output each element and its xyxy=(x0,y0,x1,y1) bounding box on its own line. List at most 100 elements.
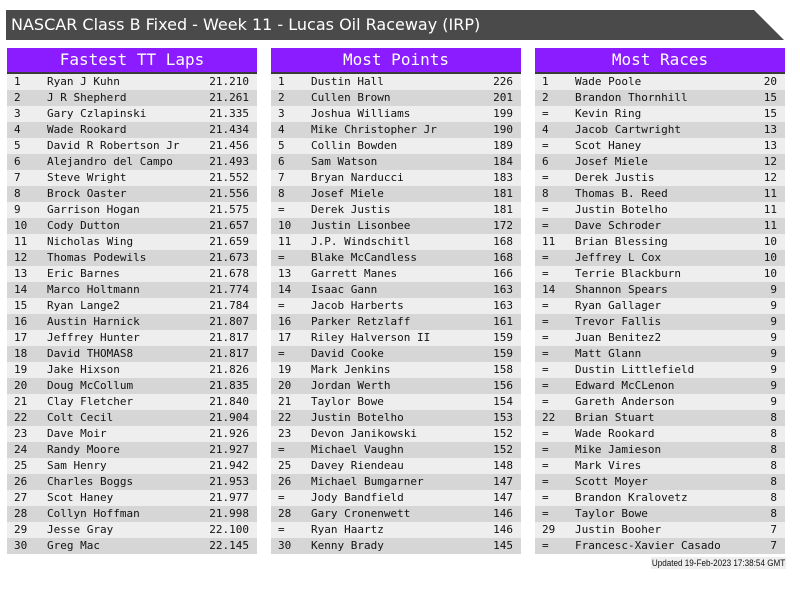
value-cell: 147 xyxy=(493,475,513,488)
rank-cell: = xyxy=(542,219,549,232)
value-cell: 152 xyxy=(493,443,513,456)
rank-cell: 4 xyxy=(278,123,285,136)
table-row: 20 Doug McCollum 21.835 xyxy=(7,378,257,394)
rank-cell: = xyxy=(278,491,285,504)
table-row: 8 Thomas B. Reed 11 xyxy=(535,186,785,202)
name-cell: Eric Barnes xyxy=(47,267,120,280)
rank-cell: = xyxy=(542,299,549,312)
name-cell: Michael Bumgarner xyxy=(311,475,424,488)
rank-cell: 2 xyxy=(542,91,549,104)
name-cell: Wade Rookard xyxy=(47,123,127,136)
table-row: = Derek Justis 181 xyxy=(271,202,521,218)
rank-cell: 7 xyxy=(278,171,285,184)
rank-cell: 6 xyxy=(278,155,285,168)
rank-cell: 7 xyxy=(14,171,21,184)
name-cell: Collin Bowden xyxy=(311,139,398,152)
name-cell: Riley Halverson II xyxy=(311,331,431,344)
rank-cell: 28 xyxy=(278,507,292,520)
value-cell: 181 xyxy=(493,187,513,200)
name-cell: Jacob Cartwright xyxy=(575,123,681,136)
value-cell: 189 xyxy=(493,139,513,152)
value-cell: 168 xyxy=(493,251,513,264)
table-row: 5 Collin Bowden 189 xyxy=(271,138,521,154)
table-row: 26 Charles Boggs 21.953 xyxy=(7,474,257,490)
table-heading: Fastest TT Laps xyxy=(7,48,257,74)
rank-cell: 12 xyxy=(14,251,28,264)
rank-cell: 10 xyxy=(278,219,292,232)
value-cell: 8 xyxy=(770,443,777,456)
name-cell: Francesc-Xavier Casado xyxy=(575,539,721,552)
value-cell: 166 xyxy=(493,267,513,280)
rank-cell: = xyxy=(542,443,549,456)
table-row: = Matt Glann 9 xyxy=(535,346,785,362)
name-cell: Cullen Brown xyxy=(311,91,391,104)
value-cell: 21.673 xyxy=(209,251,249,264)
table-row: 15 Ryan Lange2 21.784 xyxy=(7,298,257,314)
table-row: 10 Cody Dutton 21.657 xyxy=(7,218,257,234)
rank-cell: 11 xyxy=(278,235,292,248)
table-row: 2 Brandon Thornhill 15 xyxy=(535,90,785,106)
table-row: 30 Greg Mac 22.145 xyxy=(7,538,257,554)
name-cell: Ryan Haartz xyxy=(311,523,384,536)
value-cell: 10 xyxy=(763,251,777,264)
name-cell: Mark Vires xyxy=(575,459,642,472)
rank-cell: 16 xyxy=(278,315,292,328)
name-cell: Jake Hixson xyxy=(47,363,120,376)
table-row: 21 Clay Fletcher 21.840 xyxy=(7,394,257,410)
table-most-races: Most Races 1 Wade Poole 20 2 Brandon Thornhi… xyxy=(535,48,785,554)
table-row: 14 Isaac Gann 163 xyxy=(271,282,521,298)
table-row: 1 Dustin Hall 226 xyxy=(271,74,521,90)
table-row: 1 Ryan J Kuhn 21.210 xyxy=(7,74,257,90)
name-cell: Matt Glann xyxy=(575,347,642,360)
name-cell: Trevor Fallis xyxy=(575,315,662,328)
value-cell: 11 xyxy=(763,187,777,200)
rank-cell: = xyxy=(542,251,549,264)
name-cell: Sam Watson xyxy=(311,155,378,168)
rank-cell: 4 xyxy=(542,123,549,136)
table-row: 28 Gary Cronenwett 146 xyxy=(271,506,521,522)
name-cell: J R Shepherd xyxy=(47,91,127,104)
value-cell: 10 xyxy=(763,267,777,280)
rank-cell: = xyxy=(278,299,285,312)
value-cell: 13 xyxy=(763,123,777,136)
name-cell: Blake McCandless xyxy=(311,251,417,264)
value-cell: 8 xyxy=(770,507,777,520)
value-cell: 9 xyxy=(770,299,777,312)
table-row: 22 Brian Stuart 8 xyxy=(535,410,785,426)
table-heading: Most Points xyxy=(271,48,521,74)
table-row: 11 Brian Blessing 10 xyxy=(535,234,785,250)
name-cell: Dave Schroder xyxy=(575,219,662,232)
value-cell: 21.835 xyxy=(209,379,249,392)
table-row: 23 Dave Moir 21.926 xyxy=(7,426,257,442)
table-row: 23 Devon Janikowski 152 xyxy=(271,426,521,442)
value-cell: 21.678 xyxy=(209,267,249,280)
value-cell: 145 xyxy=(493,539,513,552)
rank-cell: = xyxy=(542,507,549,520)
value-cell: 13 xyxy=(763,139,777,152)
value-cell: 201 xyxy=(493,91,513,104)
rank-cell: 18 xyxy=(14,347,28,360)
rank-cell: 14 xyxy=(542,283,556,296)
table-row: 13 Eric Barnes 21.678 xyxy=(7,266,257,282)
value-cell: 11 xyxy=(763,203,777,216)
value-cell: 22.145 xyxy=(209,539,249,552)
table-row: 6 Josef Miele 12 xyxy=(535,154,785,170)
table-row: 14 Shannon Spears 9 xyxy=(535,282,785,298)
table-row: 7 Steve Wright 21.552 xyxy=(7,170,257,186)
rank-cell: 13 xyxy=(278,267,292,280)
name-cell: Brian Stuart xyxy=(575,411,655,424)
rank-cell: = xyxy=(542,347,549,360)
name-cell: Dustin Hall xyxy=(311,75,384,88)
value-cell: 181 xyxy=(493,203,513,216)
value-cell: 7 xyxy=(770,539,777,552)
table-row: 30 Kenny Brady 145 xyxy=(271,538,521,554)
rank-cell: 30 xyxy=(278,539,292,552)
name-cell: Ryan Lange2 xyxy=(47,299,120,312)
table-row: 5 David R Robertson Jr 21.456 xyxy=(7,138,257,154)
rank-cell: 2 xyxy=(14,91,21,104)
rank-cell: 16 xyxy=(14,315,28,328)
name-cell: Steve Wright xyxy=(47,171,127,184)
name-cell: Dave Moir xyxy=(47,427,107,440)
name-cell: Kevin Ring xyxy=(575,107,642,120)
page-title: NASCAR Class B Fixed - Week 11 - Lucas O… xyxy=(6,10,784,40)
